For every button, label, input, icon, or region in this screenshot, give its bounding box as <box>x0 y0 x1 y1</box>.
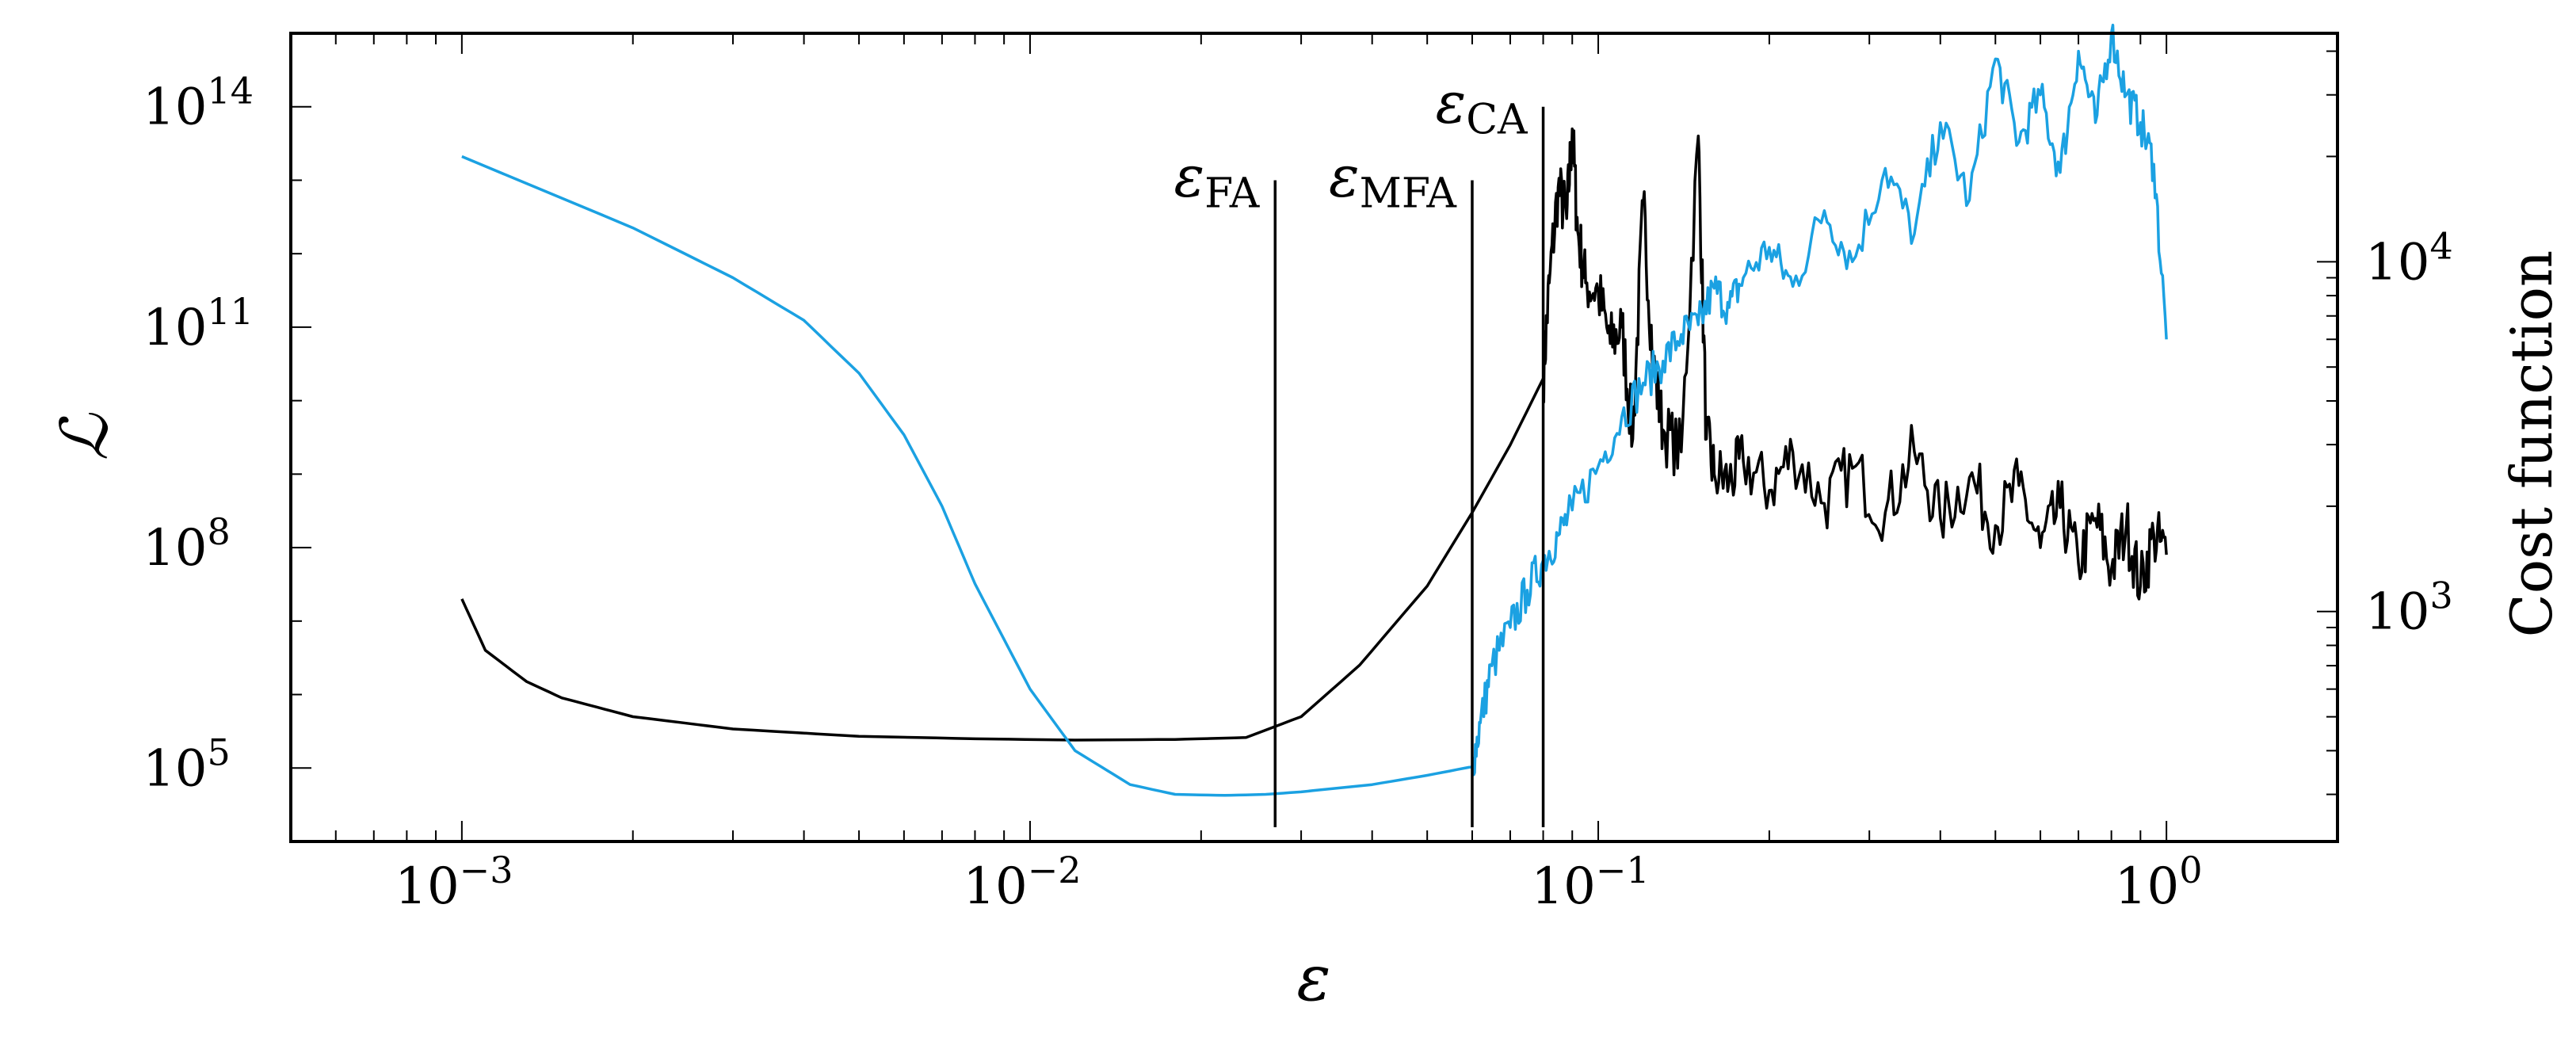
y-left-tick-label: 108 <box>143 510 231 578</box>
y-left-tick-label: 1014 <box>143 70 254 137</box>
series-layer <box>460 23 2168 797</box>
tick-marks <box>290 32 2338 842</box>
vline-label-ca: εCA <box>1436 70 1528 144</box>
loss-series-line <box>460 127 2168 742</box>
y-left-tick-label: 1011 <box>143 290 254 357</box>
y-left-axis-title: ℒ <box>48 413 123 461</box>
y-right-tick-label: 103 <box>2365 574 2453 642</box>
x-tick-label: 10−2 <box>963 849 1081 916</box>
x-tick-label: 100 <box>2115 849 2203 916</box>
x-axis-title: ε <box>1297 941 1331 1015</box>
y-right-tick-labels: 103 104 <box>2365 224 2453 641</box>
x-tick-labels: 10−3 10−2 10−1 100 <box>395 849 2202 916</box>
vline-label-fa: εFA <box>1174 143 1261 217</box>
y-left-tick-labels: 105 108 1011 1014 <box>143 70 254 799</box>
y-right-tick-label: 104 <box>2365 224 2453 292</box>
y-right-axis-title: Cost function <box>2498 250 2565 638</box>
x-tick-label: 10−1 <box>1531 849 1649 916</box>
plot-frame <box>289 32 2339 843</box>
x-tick-label: 10−3 <box>395 849 513 916</box>
cost-series-line <box>461 23 2168 797</box>
y-left-tick-label: 105 <box>143 731 231 798</box>
vline-label-mfa: εMFA <box>1329 143 1457 217</box>
